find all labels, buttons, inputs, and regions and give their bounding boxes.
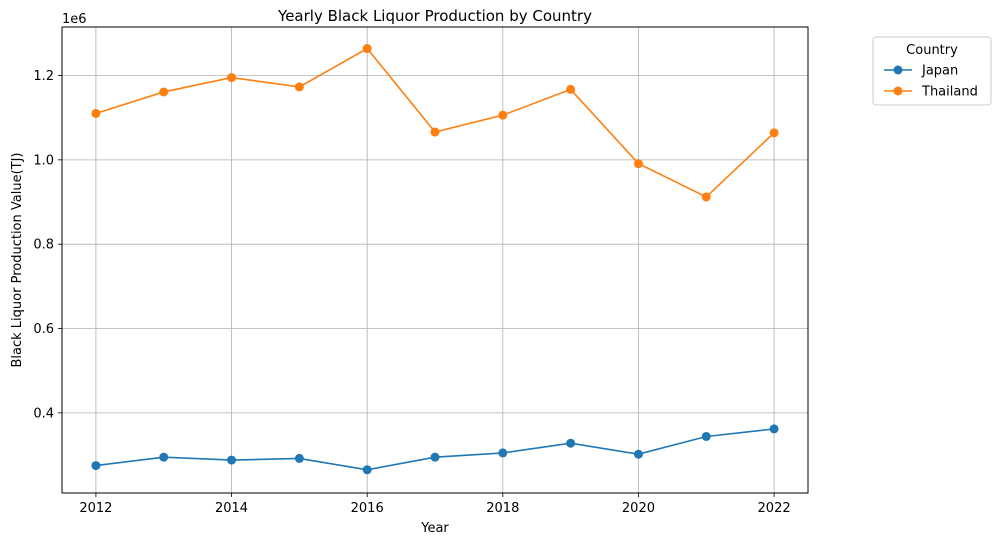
legend-marker — [893, 65, 903, 75]
series-thailand — [91, 44, 779, 202]
legend-box — [872, 36, 992, 106]
x-tick-label: 2020 — [622, 501, 655, 516]
data-point-japan — [701, 431, 711, 441]
legend-title: Country — [906, 43, 958, 58]
series-layer — [91, 44, 779, 475]
data-point-japan — [498, 448, 508, 458]
chart-title: Yearly Black Liquor Production by Countr… — [277, 7, 592, 25]
legend-item-japan: Japan — [884, 64, 958, 79]
y-axis-label: Black Liquor Production Value(TJ) — [10, 153, 25, 368]
data-point-japan — [362, 465, 372, 475]
data-point-japan — [227, 455, 237, 465]
x-tick-label: 2012 — [79, 501, 112, 516]
y-tick-label: 1.2 — [33, 69, 54, 84]
data-point-thailand — [362, 44, 372, 54]
y-offset-label: 1e6 — [62, 12, 87, 27]
data-point-japan — [633, 449, 643, 459]
y-axis: 0.4 0.6 0.8 1.0 1.2 — [33, 69, 62, 421]
x-axis-label: Year — [420, 521, 449, 536]
x-tick-label: 2014 — [215, 501, 248, 516]
series-line-japan — [95, 428, 775, 471]
data-point-thailand — [701, 192, 711, 202]
data-point-thailand — [769, 128, 779, 138]
data-point-japan — [294, 453, 304, 463]
y-tick-label: 1.0 — [33, 153, 54, 168]
data-point-japan — [566, 438, 576, 448]
data-point-thailand — [498, 110, 508, 120]
data-point-japan — [159, 452, 169, 462]
y-tick-label: 0.6 — [33, 322, 54, 337]
y-tick-label: 0.4 — [33, 406, 54, 421]
plot-frame — [61, 26, 809, 494]
legend-label: Japan — [921, 64, 958, 79]
data-point-thailand — [294, 82, 304, 92]
data-point-thailand — [159, 87, 169, 97]
data-point-thailand — [227, 73, 237, 83]
legend-label: Thailand — [921, 85, 978, 100]
data-point-japan — [91, 461, 101, 471]
series-line-thailand — [95, 47, 775, 198]
data-point-thailand — [91, 108, 101, 118]
data-point-thailand — [430, 127, 440, 137]
grid-lines — [62, 27, 808, 493]
legend-item-thailand: Thailand — [884, 85, 978, 100]
data-point-thailand — [566, 84, 576, 94]
x-tick-label: 2016 — [351, 501, 384, 516]
y-tick-label: 0.8 — [33, 238, 54, 253]
x-tick-label: 2022 — [758, 501, 791, 516]
data-point-thailand — [633, 159, 643, 169]
legend: Country Japan Thailand — [872, 36, 992, 106]
x-axis: 2012 2014 2016 2018 2020 2022 — [79, 493, 791, 516]
series-japan — [91, 424, 779, 475]
data-point-japan — [430, 452, 440, 462]
legend-marker — [893, 86, 903, 96]
x-tick-label: 2018 — [486, 501, 519, 516]
data-point-japan — [769, 424, 779, 434]
